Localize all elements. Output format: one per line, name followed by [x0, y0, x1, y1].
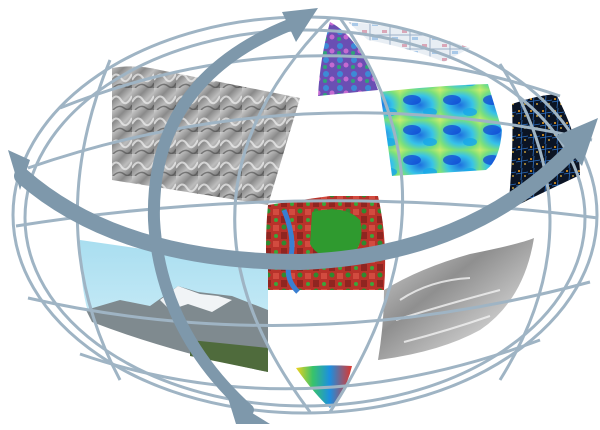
arrow-head-bottom	[228, 398, 270, 424]
valley-green	[190, 340, 268, 372]
latitude-upper	[27, 111, 593, 170]
meridian-far-left	[75, 59, 122, 381]
latitude-top	[59, 54, 561, 110]
arrows	[14, 18, 580, 416]
tile-blue-green-field	[380, 84, 502, 176]
meridian-far-right	[498, 63, 552, 381]
latitude-middle	[15, 199, 599, 228]
meridian-right	[328, 17, 404, 413]
latitude-bottom	[79, 338, 541, 391]
vertical-arrow-shaft	[147, 18, 298, 416]
meridian-left	[233, 16, 332, 413]
horizontal-arrow-shaft	[14, 142, 580, 271]
park-area	[310, 209, 362, 259]
tile-relief-map	[378, 238, 534, 360]
tile-multispectral-violet	[318, 22, 378, 96]
arrow-head-top	[282, 8, 318, 42]
arrow-tail-left	[8, 150, 30, 190]
latitude-lower	[27, 280, 591, 327]
arrow-head-right	[556, 118, 598, 166]
